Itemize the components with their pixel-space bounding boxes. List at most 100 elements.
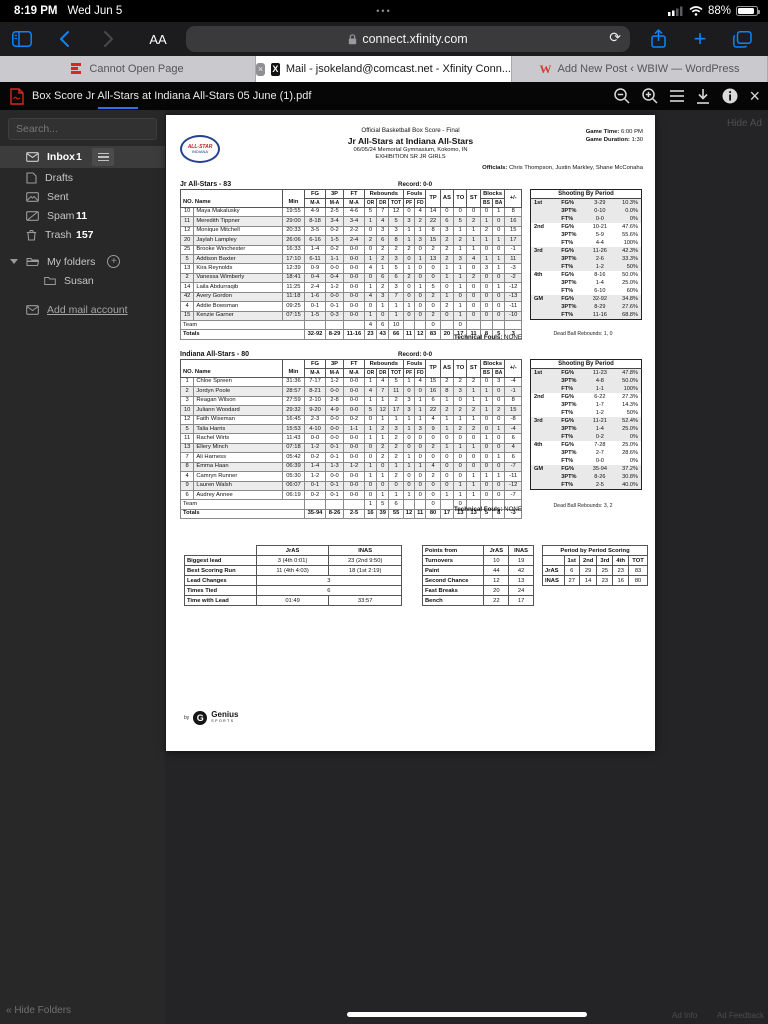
sidebar-item-spam[interactable]: Spam 11 [0,206,165,225]
tab-wordpress[interactable]: W Add New Post ‹ WBIW — WordPress [512,56,768,82]
refresh-icon[interactable]: ⟳ [609,29,621,45]
cell: 0-0 [595,216,604,222]
ad-feedback-link[interactable]: Ad Feedback [716,1011,764,1020]
new-tab-plus-icon[interactable]: + [693,26,707,51]
cell: 29:00 [281,216,306,227]
dead-ball-rebounds-jr: Dead Ball Rebounds: 1, 0 [553,331,613,337]
cell: 07:18 [281,442,306,454]
cell: 17:10 [281,253,306,265]
cell: 2 [376,442,390,454]
cell: 3 [414,423,427,435]
cell: -11 [504,301,522,312]
sidebar-toggle-icon[interactable] [8,25,36,53]
zoom-in-icon[interactable] [641,87,659,105]
cell: 11 [179,216,195,227]
add-mail-account-link[interactable]: Add mail account [47,303,128,316]
table-row: 14 Laila Abdurraqib 11:25 2-4 1-2 0-0 1 2 3 0 1 5 0 1… [179,282,522,293]
cell: 0-0 [343,480,365,491]
cell: 0-0 [324,291,345,303]
search-input[interactable] [9,123,151,135]
cell: 10 [179,206,195,218]
search-box[interactable] [8,118,157,140]
cell: 6 [388,272,404,284]
cell: 1 [466,480,481,491]
cell: 37.2% [622,466,638,472]
table-row: FT% 6-10 60% [531,287,642,295]
cell: 3 [439,225,455,237]
cell: 1 [402,414,416,425]
sidebar-item-drafts[interactable]: Drafts [0,168,165,187]
cell: 25.0% [622,442,638,448]
add-folder-icon[interactable]: + [107,255,121,268]
reader-aa-button[interactable]: AA [149,31,167,47]
cell: 6 [376,235,390,246]
forward-button[interactable] [94,25,122,53]
cell: 1-7 [595,402,604,408]
cell: Addison Baxter [193,253,283,265]
date: Wed Jun 5 [67,5,123,17]
cell: 8 [504,206,522,218]
table-row: 3PT% 2-6 33.3% [530,255,642,263]
tab-label: Mail - jsokeland@comcast.net - Xfinity C… [285,63,511,75]
cell: 3 [504,329,522,340]
table-row: FT% 11-16 68.8% [530,311,642,320]
cell: 5 [179,253,195,265]
genius-g-icon: G [193,711,208,725]
tab-cannot-open-page[interactable]: Cannot Open Page [0,56,256,82]
cell: 06:19 [281,489,306,501]
close-tab-icon[interactable]: × [256,62,265,76]
hide-ad-link[interactable]: Hide Ad [726,118,762,129]
cell: 2 [376,423,390,435]
tab-xfinity-mail[interactable]: × X Mail - jsokeland@comcast.net - Xfini… [256,56,512,82]
genius-sports-logo: by G Genius SPORTS [184,710,239,725]
cell: 6 [425,395,441,407]
cell: 1 [414,461,427,473]
cell: 0-0 [343,272,365,284]
boxscore-table-jr: NO. Name Min FG 3P FT Rebounds Fouls TP … [179,188,522,340]
cell: 3PT% [561,474,577,480]
sidebar-item-sent[interactable]: Sent [0,187,165,206]
cell: 1 [479,216,494,227]
sidebar-item-add-mail-account[interactable]: Add mail account [0,300,165,319]
hide-folders-link[interactable]: « Hide Folders [6,1005,72,1016]
cell: 3PT% [561,378,577,384]
inbox-filter-icon[interactable] [92,148,114,166]
cell: 3rd [534,418,543,424]
cell: 1 [388,461,404,473]
download-icon[interactable] [695,88,711,105]
cell: 25 [179,244,195,255]
cell: 0 [466,282,481,293]
cell: 5 [179,423,195,435]
sidebar-item-susan[interactable]: Susan [0,271,165,290]
info-icon[interactable] [721,87,739,105]
cell: 1 [492,206,506,218]
cell: 83 [628,565,648,576]
sidebar-item-my-folders[interactable]: My folders + [0,252,165,271]
cell: FT% [561,410,574,416]
cell: 17 [439,508,455,520]
ad-info-link[interactable]: Ad Info [672,1011,698,1020]
cell: 9 [425,423,441,435]
address-bar[interactable]: connect.xfinity.com ⟳ [186,26,630,52]
cell: 0-0 [343,376,365,388]
cell: 12:39 [281,263,306,274]
cell: 0-9 [304,263,326,274]
menu-icon[interactable] [669,89,685,103]
home-indicator[interactable] [346,1012,587,1017]
cell: 1 [376,395,390,407]
cell: 0 [414,263,427,274]
url-text: connect.xfinity.com [362,32,468,46]
cell: 13 [425,253,441,265]
close-pdf-icon[interactable]: × [749,86,760,106]
cell: Times Tied [184,585,257,596]
sidebar-item-trash[interactable]: Trash 157 [0,225,165,244]
chevron-down-icon[interactable] [10,259,18,264]
back-button[interactable] [50,25,78,53]
zoom-out-icon[interactable] [613,87,631,105]
tabs-overview-icon[interactable] [728,25,756,53]
cell: 68.8% [622,312,638,318]
share-icon[interactable] [644,25,672,53]
sidebar-item-inbox[interactable]: Inbox 1 [0,146,165,168]
cell: 34.8% [622,296,638,302]
cell: 2 [388,433,404,444]
